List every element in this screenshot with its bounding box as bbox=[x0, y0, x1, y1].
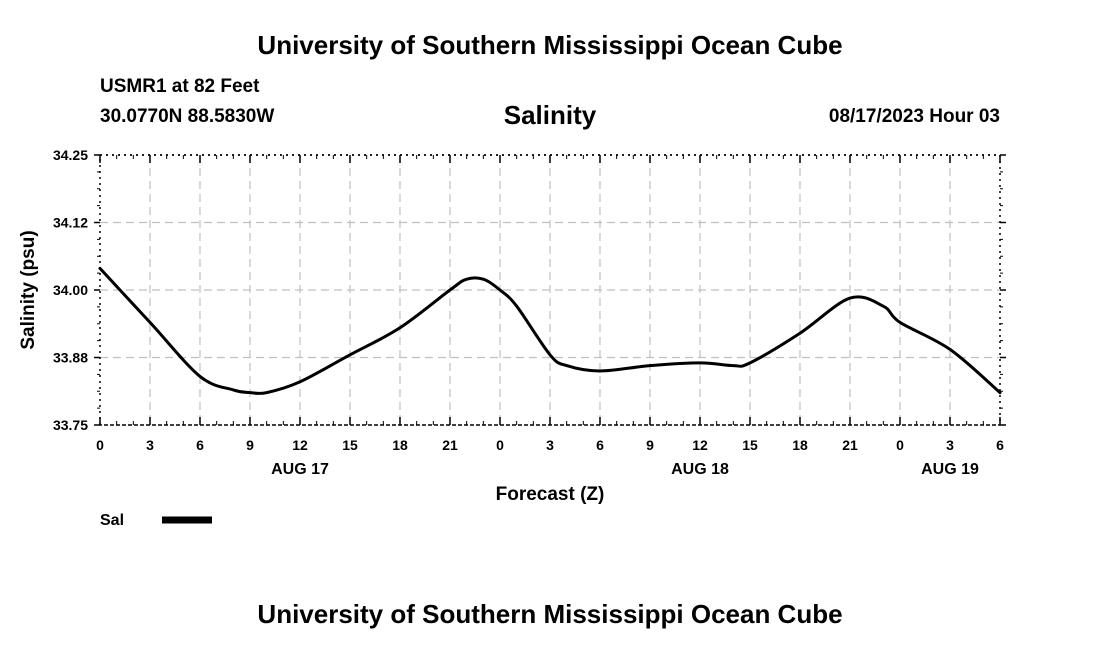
x-tick-label: 21 bbox=[842, 437, 858, 453]
x-tick-label: 0 bbox=[96, 437, 104, 453]
x-tick-label: 12 bbox=[692, 437, 708, 453]
y-tick-label: 34.25 bbox=[53, 147, 88, 163]
x-tick-label: 6 bbox=[996, 437, 1004, 453]
x-tick-label: 0 bbox=[896, 437, 904, 453]
date-label: AUG 19 bbox=[921, 461, 979, 478]
legend-label-sal: Sal bbox=[100, 512, 124, 529]
x-tick-label: 6 bbox=[196, 437, 204, 453]
x-tick-label: 0 bbox=[496, 437, 504, 453]
footer-title: University of Southern Mississippi Ocean… bbox=[257, 599, 843, 629]
series-line-sal bbox=[98, 266, 1002, 395]
x-tick-label: 3 bbox=[946, 437, 954, 453]
grid-layer bbox=[100, 154, 1000, 426]
timestamp-label: 08/17/2023 Hour 03 bbox=[828, 106, 1000, 127]
x-tick-label: 3 bbox=[146, 437, 154, 453]
x-tick-label: 12 bbox=[292, 437, 308, 453]
coordinates-label: 30.0770N 88.5830W bbox=[100, 106, 275, 127]
y-tick-label: 34.12 bbox=[53, 215, 88, 231]
tick-layer: 0 3 6 9 12 15 18 21 0 3 6 9 12 15 18 21 0 3 6 AUG 17 AUG 18 A… bbox=[53, 147, 1006, 478]
page-title: University of Southern Mississippi Ocean… bbox=[257, 30, 843, 60]
x-tick-label: 15 bbox=[342, 437, 358, 453]
x-tick-label: 9 bbox=[246, 437, 254, 453]
x-tick-label: 18 bbox=[392, 437, 408, 453]
x-tick-label: 21 bbox=[442, 437, 458, 453]
station-label: USMR1 at 82 Feet bbox=[100, 76, 260, 97]
chart-subtitle: Salinity bbox=[503, 100, 597, 130]
x-tick-label: 3 bbox=[546, 437, 554, 453]
y-axis-label: Salinity (psu) bbox=[18, 230, 39, 349]
y-tick-label: 34.00 bbox=[53, 282, 88, 298]
x-tick-label: 6 bbox=[596, 437, 604, 453]
x-tick-label: 18 bbox=[792, 437, 808, 453]
date-label: AUG 18 bbox=[671, 461, 729, 478]
y-tick-label: 33.75 bbox=[53, 417, 88, 433]
x-tick-label: 15 bbox=[742, 437, 758, 453]
date-label: AUG 17 bbox=[271, 461, 329, 478]
y-tick-label: 33.88 bbox=[53, 350, 88, 366]
x-tick-label: 9 bbox=[646, 437, 654, 453]
x-axis-label: Forecast (Z) bbox=[496, 484, 605, 505]
